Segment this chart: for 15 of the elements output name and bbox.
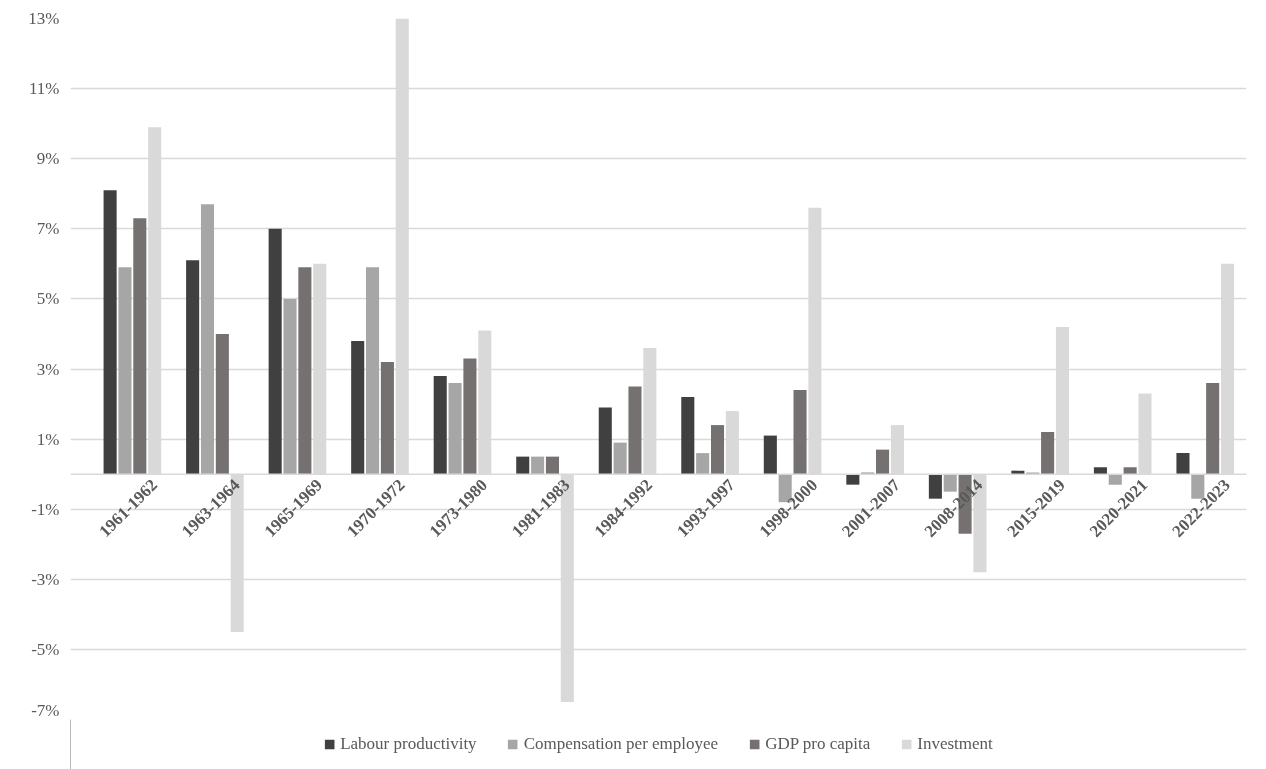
y-tick-label: -1% [31, 499, 60, 519]
y-tick-label: 3% [36, 359, 60, 379]
y-tick-label: 9% [36, 149, 60, 169]
y-tick-label: 13% [28, 9, 60, 28]
y-tick-label: 7% [36, 219, 60, 239]
y-tick-label: -5% [31, 639, 60, 659]
legend-label: Labour productivity [340, 734, 477, 754]
y-tick-label: -7% [31, 700, 60, 720]
legend-label: Compensation per employee [523, 734, 719, 754]
y-tick-label: 5% [36, 289, 60, 309]
y-tick-label: 1% [36, 429, 60, 449]
legend-label: GDP pro capita [765, 734, 871, 754]
y-tick-label: 11% [28, 79, 60, 99]
legend-label: Investment [917, 734, 993, 754]
y-tick-label: -3% [31, 569, 60, 589]
